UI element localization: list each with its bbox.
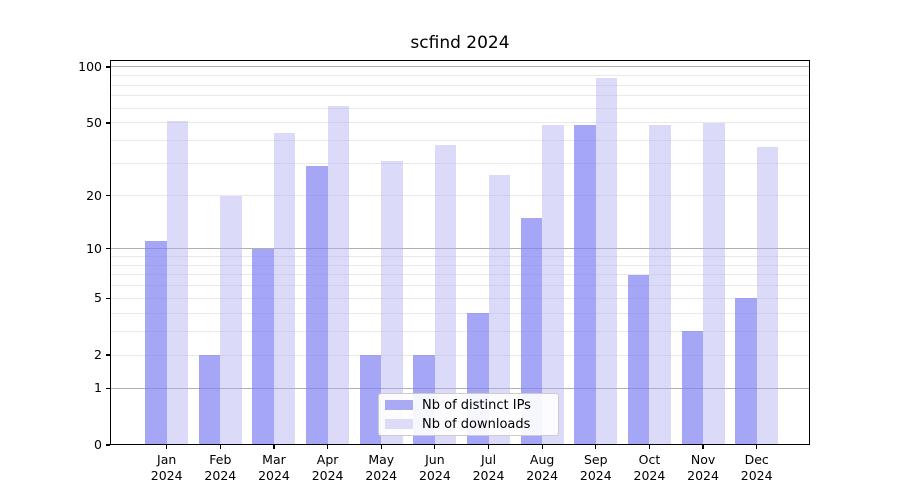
bar-distinct-ips-sep <box>574 124 596 445</box>
x-tick <box>702 445 704 449</box>
legend-label-distinct-ips: Nb of distinct IPs <box>422 397 531 413</box>
bar-downloads-dec <box>756 147 779 445</box>
y-tick-label: 100 <box>78 58 102 74</box>
x-tick-label: Apr 2024 <box>311 452 344 483</box>
x-tick-label: Mar 2024 <box>258 452 290 483</box>
x-tick-label: Aug 2024 <box>526 452 559 483</box>
x-tick <box>434 445 436 449</box>
x-tick <box>219 445 221 449</box>
gridline-minor <box>110 84 810 86</box>
gridline-minor <box>110 264 810 266</box>
gridline-minor <box>110 163 810 165</box>
gridline-major <box>110 387 810 389</box>
legend: Nb of distinct IPs Nb of downloads <box>378 393 559 436</box>
y-tick-label: 2 <box>94 347 102 362</box>
x-tick <box>273 445 275 449</box>
gridline-minor <box>110 95 810 97</box>
y-tick <box>106 297 110 299</box>
bar-distinct-ips-apr <box>306 166 328 445</box>
x-tick-label: Dec 2024 <box>740 452 773 483</box>
y-tick-label: 20 <box>86 187 102 203</box>
x-tick-label: May 2024 <box>365 452 398 483</box>
gridline-minor <box>110 255 810 257</box>
gridline-minor <box>110 312 810 314</box>
legend-item-downloads: Nb of downloads <box>385 417 552 432</box>
gridline-minor <box>110 140 810 142</box>
bar-downloads-oct <box>649 124 671 445</box>
y-tick <box>106 66 110 68</box>
y-tick <box>106 247 110 250</box>
bar-downloads-aug <box>542 124 564 445</box>
y-tick <box>106 122 110 124</box>
y-tick-label: 10 <box>86 240 102 256</box>
x-tick <box>487 445 490 449</box>
x-tick-label: Feb 2024 <box>204 452 237 483</box>
gridline-major <box>110 66 810 68</box>
gridline-minor <box>110 75 810 77</box>
bar-distinct-ips-may <box>359 355 382 445</box>
gridline-minor <box>110 122 810 124</box>
x-tick <box>541 445 543 449</box>
bar-distinct-ips-aug <box>520 217 543 445</box>
gridline-minor <box>110 330 810 332</box>
bar-downloads-apr <box>327 105 350 445</box>
y-tick <box>106 354 110 356</box>
y-tick <box>106 195 110 197</box>
bar-downloads-jun <box>434 144 457 445</box>
bar-downloads-mar <box>273 133 296 445</box>
bar-downloads-feb <box>220 195 242 445</box>
bar-downloads-jan <box>166 121 189 445</box>
bar-distinct-ips-dec <box>735 298 757 445</box>
bar-downloads-sep <box>595 78 618 445</box>
legend-label-downloads: Nb of downloads <box>422 416 531 432</box>
legend-swatch-downloads <box>385 419 413 429</box>
x-tick-label: Jun 2024 <box>418 452 451 483</box>
bar-distinct-ips-oct <box>627 274 650 445</box>
x-tick <box>595 445 597 449</box>
x-tick <box>327 445 329 449</box>
bar-distinct-ips-feb <box>198 355 221 445</box>
y-tick-label: 5 <box>94 290 102 306</box>
y-tick-label: 0 <box>94 437 102 452</box>
bar-downloads-nov <box>703 122 725 445</box>
bar-downloads-may <box>381 161 403 445</box>
x-tick-label: Sep 2024 <box>579 452 612 483</box>
x-tick <box>648 445 650 449</box>
x-tick-label: Jul 2024 <box>472 452 505 483</box>
x-tick <box>756 445 758 449</box>
gridline-minor <box>110 107 810 109</box>
legend-swatch-distinct-ips <box>385 400 413 410</box>
x-tick-label: Jan 2024 <box>150 452 183 483</box>
bar-distinct-ips-nov <box>681 331 704 445</box>
legend-item-distinct-ips: Nb of distinct IPs <box>385 398 552 413</box>
bar-downloads-jul <box>488 175 511 445</box>
chart-title: scfind 2024 <box>410 33 510 53</box>
gridline-minor <box>110 274 810 276</box>
x-tick <box>380 445 382 449</box>
gridline-major <box>110 248 810 250</box>
bar-distinct-ips-jan <box>145 241 167 445</box>
y-tick <box>106 444 110 446</box>
gridline-minor <box>110 297 810 299</box>
x-tick-label: Oct 2024 <box>633 452 666 483</box>
gridline-minor <box>110 195 810 197</box>
x-tick <box>166 445 168 449</box>
y-tick <box>106 387 110 389</box>
gridline-minor <box>110 354 810 356</box>
bar-distinct-ips-mar <box>252 248 274 445</box>
gridline-minor <box>110 285 810 287</box>
y-tick-label: 1 <box>94 380 102 396</box>
y-tick-label: 50 <box>86 114 102 130</box>
x-tick-label: Nov 2024 <box>687 452 719 483</box>
